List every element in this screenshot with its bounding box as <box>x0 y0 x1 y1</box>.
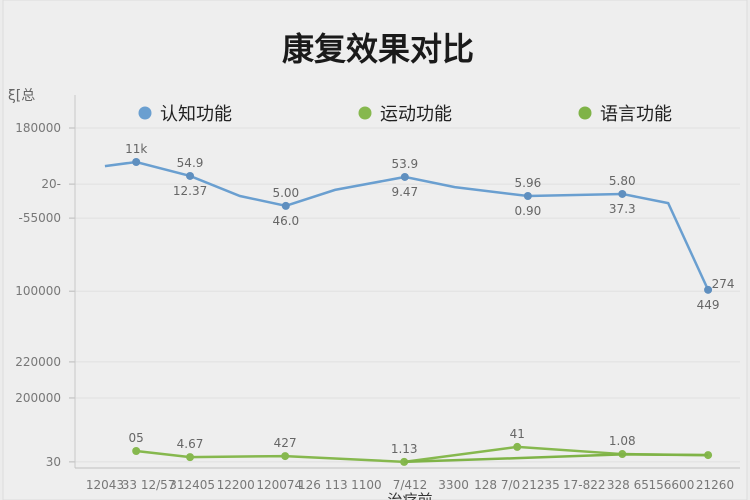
x-tick-label: 12200 <box>217 478 255 492</box>
data-label: 5.96 <box>515 176 542 190</box>
data-label: 0.90 <box>515 204 542 218</box>
legend-item[interactable]: 运动功能 <box>358 104 453 125</box>
x-tick-label: 12043 <box>86 478 124 492</box>
x-tick-label: 3300 <box>438 478 469 492</box>
x-tick-label: 126 113 <box>298 478 348 492</box>
data-label: 9.47 <box>391 185 418 199</box>
data-point[interactable] <box>704 285 713 294</box>
y-tick-label: 220000 <box>15 355 61 369</box>
data-label: 05 <box>129 431 144 445</box>
data-point[interactable] <box>513 442 522 451</box>
data-label: 449 <box>697 298 720 312</box>
y-tick-label: 100000 <box>15 284 61 298</box>
legend-marker <box>138 106 152 120</box>
data-label: 5.80 <box>609 174 636 188</box>
x-tick-label: 328 65 <box>607 478 649 492</box>
data-label: 1.08 <box>609 434 636 448</box>
data-label: 274 <box>712 277 735 291</box>
data-point[interactable] <box>281 201 290 210</box>
data-label: 46.0 <box>272 214 299 228</box>
x-tick-label: 1100 <box>351 478 382 492</box>
x-tick-label: 33 12/57 <box>122 478 176 492</box>
data-point[interactable] <box>400 172 409 181</box>
legend-item[interactable]: 语言功能 <box>578 104 673 125</box>
data-label: 427 <box>274 436 297 450</box>
y-tick-label: 30 <box>46 455 61 469</box>
data-label: 54.9 <box>177 156 204 170</box>
chart-title: 康复效果对比 <box>282 30 474 68</box>
data-point[interactable] <box>523 192 532 200</box>
data-label: 12.37 <box>173 184 207 198</box>
data-label: 4.67 <box>177 437 204 451</box>
x-tick-label: 17-822 <box>563 478 606 492</box>
x-tick-label: 7/412 <box>393 478 428 492</box>
legend-marker <box>358 106 372 120</box>
x-tick-label: 156600 <box>649 478 695 492</box>
data-point[interactable] <box>281 452 290 461</box>
x-tick-label: 21235 <box>522 478 560 492</box>
series-2 <box>404 453 709 464</box>
x-axis-title: 治疗前 <box>387 491 432 500</box>
x-tick-label: 21260 <box>696 478 734 492</box>
y-tick-label: 180000 <box>15 121 61 135</box>
x-tick-label: 312405 <box>169 478 215 492</box>
data-point[interactable] <box>186 453 195 462</box>
legend-label: 语言功能 <box>600 104 672 125</box>
data-label: 11k <box>125 142 147 156</box>
data-label: 5.00 <box>272 186 299 200</box>
data-label: 37.3 <box>609 202 636 216</box>
y-tick-label: 200000 <box>15 391 61 405</box>
data-label: 41 <box>510 427 525 441</box>
x-tick-label: 128 7/0 <box>474 478 520 492</box>
series-line <box>104 160 710 291</box>
series-0: 11k 54.9 12.37 5.00 46.0 53.9 9.47 5.96 0.90 5.80… <box>104 142 735 312</box>
data-label: 53.9 <box>391 157 418 171</box>
legend-label: 运动功能 <box>380 104 452 125</box>
data-point[interactable] <box>186 171 195 180</box>
data-point[interactable] <box>132 447 141 455</box>
y-axis-title: ξ[总 <box>8 88 35 104</box>
legend-item[interactable]: 认知功能 <box>138 104 233 125</box>
legend-marker <box>578 106 592 120</box>
y-tick-label: 20- <box>41 177 61 191</box>
y-tick-label: -55000 <box>18 211 61 225</box>
series-line <box>404 453 709 464</box>
data-label: 1.13 <box>391 442 418 456</box>
x-tick-label: 120074 <box>256 478 302 492</box>
data-point[interactable] <box>618 189 627 198</box>
data-point[interactable] <box>132 158 141 166</box>
legend-label: 认知功能 <box>160 104 232 125</box>
